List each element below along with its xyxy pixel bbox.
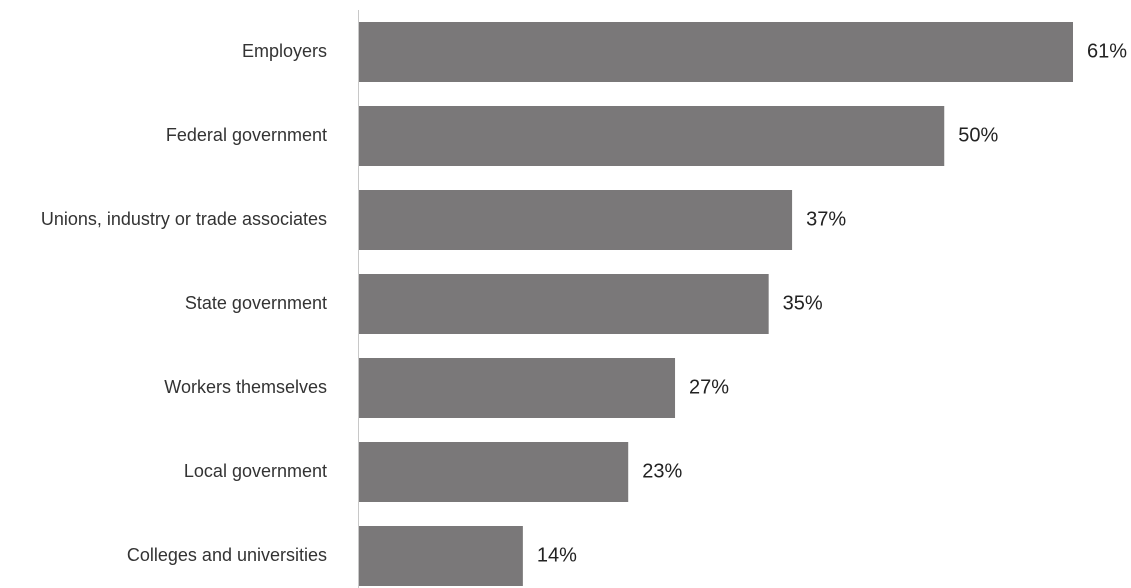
value-label-state-government: 35% (783, 292, 823, 314)
category-label-employers: Employers (242, 41, 327, 61)
bar-unions-industry-or-trade-associates (359, 190, 793, 250)
category-labels-group: Employers Federal government Unions, indus… (41, 41, 327, 565)
value-label-colleges-and-universities: 14% (537, 544, 577, 566)
category-label-federal-government: Federal government (166, 125, 327, 145)
category-label-workers-themselves: Workers themselves (164, 377, 327, 397)
bar-local-government (359, 442, 629, 502)
bars-group (359, 22, 1073, 586)
category-label-local-government: Local government (184, 461, 327, 481)
bar-workers-themselves (359, 358, 676, 418)
bar-federal-government (359, 106, 945, 166)
bar-colleges-and-universities (359, 526, 523, 586)
category-label-unions-industry-or-trade-associates: Unions, industry or trade associates (41, 209, 327, 229)
value-label-employers: 61% (1087, 40, 1127, 62)
bar-employers (359, 22, 1073, 82)
value-label-federal-government: 50% (958, 124, 998, 146)
value-labels-group: 61% 50% 37% 35% 27% 23% 14% (537, 40, 1127, 566)
bar-state-government (359, 274, 769, 334)
value-label-unions-industry-or-trade-associates: 37% (806, 208, 846, 230)
category-label-colleges-and-universities: Colleges and universities (127, 545, 327, 565)
value-label-local-government: 23% (642, 460, 682, 482)
value-label-workers-themselves: 27% (689, 376, 729, 398)
category-label-state-government: State government (185, 293, 327, 313)
